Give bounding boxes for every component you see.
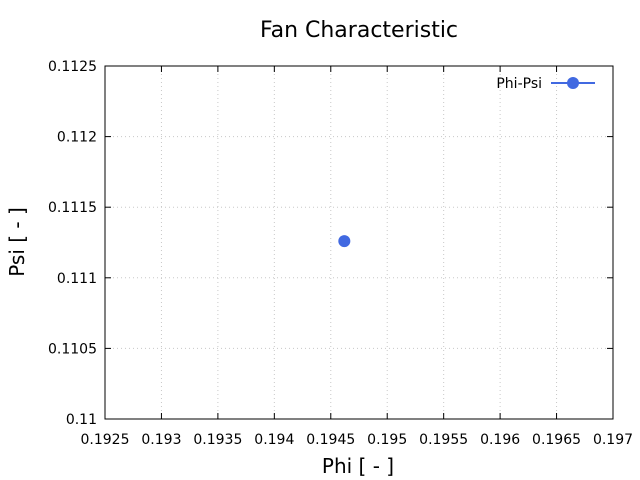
x-tick-label: 0.1935 <box>193 432 242 448</box>
y-axis-label: Psi [ - ] <box>5 207 29 277</box>
y-tick-label: 0.1105 <box>48 341 97 357</box>
y-tick-label: 0.11 <box>66 412 97 428</box>
x-tick-label: 0.1955 <box>419 432 468 448</box>
data-points <box>338 235 351 248</box>
y-tick-label: 0.112 <box>57 130 97 146</box>
x-tick-label: 0.193 <box>141 432 181 448</box>
plot-frame <box>104 65 614 420</box>
y-tick-labels: 0.11 0.1105 0.111 0.1115 0.112 0.1125 <box>48 59 97 428</box>
x-axis-label: Phi [ - ] <box>322 454 394 478</box>
x-tick-label: 0.194 <box>254 432 294 448</box>
x-tick-label: 0.196 <box>480 432 520 448</box>
data-point <box>338 235 351 248</box>
y-tick-label: 0.1115 <box>48 200 97 216</box>
axis-ticks <box>104 65 614 420</box>
legend: Phi-Psi <box>496 76 595 92</box>
x-tick-labels: 0.1925 0.193 0.1935 0.194 0.1945 0.195 0.1955 0… <box>81 432 634 448</box>
legend-marker-phi-psi <box>567 77 579 89</box>
legend-label-phi-psi: Phi-Psi <box>496 76 542 92</box>
y-tick-label: 0.111 <box>57 271 97 287</box>
x-tick-label: 0.1965 <box>532 432 581 448</box>
y-tick-label: 0.1125 <box>48 59 97 75</box>
x-tick-label: 0.195 <box>367 432 407 448</box>
x-tick-label: 0.197 <box>593 432 633 448</box>
grid-lines <box>105 66 613 419</box>
x-tick-label: 0.1945 <box>306 432 355 448</box>
chart-title: Fan Characteristic <box>260 18 458 43</box>
x-tick-label: 0.1925 <box>81 432 130 448</box>
